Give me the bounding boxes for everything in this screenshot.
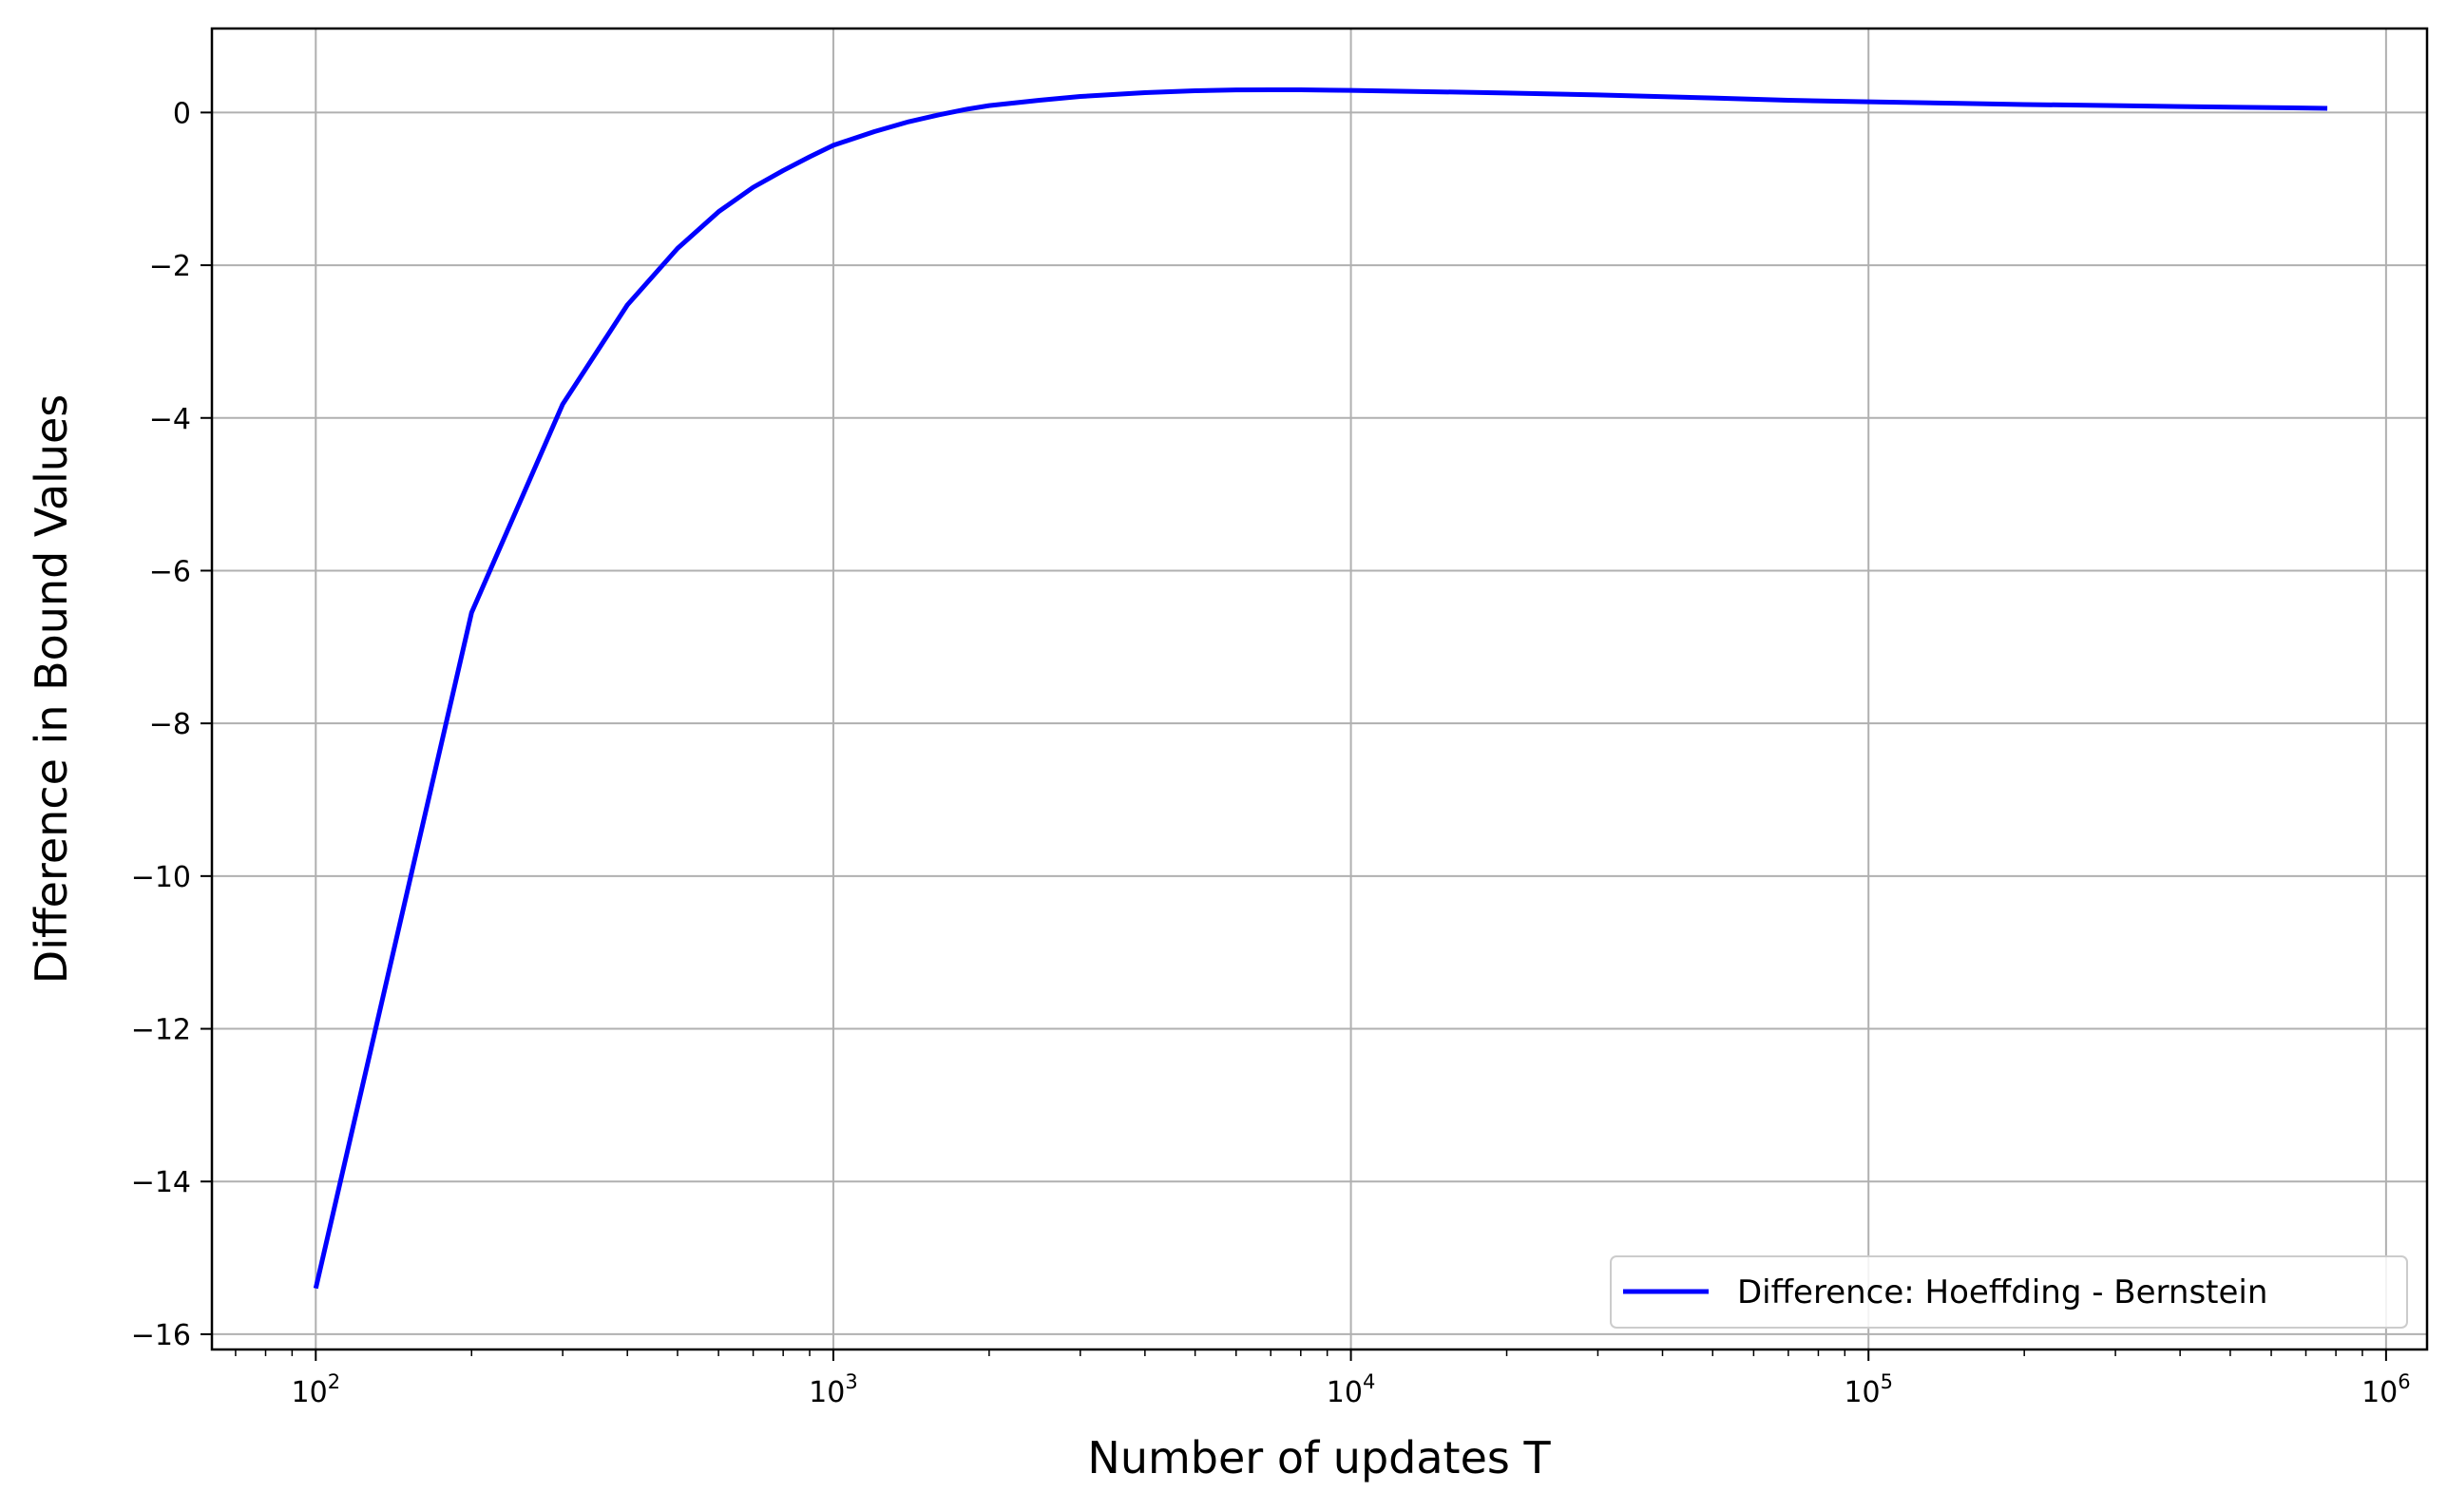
x-tick-exponent: 3 — [845, 1370, 857, 1393]
y-tick-label: −4 — [149, 403, 191, 436]
x-tick-exponent: 4 — [1363, 1370, 1375, 1393]
y-tick-label: −16 — [131, 1319, 191, 1352]
legend-label: Difference: Hoeffding - Bernstein — [1737, 1273, 2267, 1311]
y-tick-label: −12 — [131, 1014, 191, 1047]
series-line-0 — [313, 86, 2328, 1290]
y-tick-label: −8 — [149, 708, 191, 741]
y-tick-label: 0 — [173, 97, 191, 130]
series-layer — [313, 86, 2328, 1290]
x-axis-label: Number of updates T — [1087, 1432, 1551, 1483]
x-tick-label: 103 — [809, 1370, 858, 1409]
grid — [212, 29, 2427, 1349]
x-tick-base: 10 — [1844, 1376, 1880, 1409]
y-tick-label: −6 — [149, 555, 191, 588]
x-tick-base: 10 — [809, 1376, 845, 1409]
y-axis-label: Difference in Bound Values — [26, 394, 77, 984]
x-tick-base: 10 — [1327, 1376, 1363, 1409]
x-tick-exponent: 5 — [1881, 1370, 1893, 1393]
y-tick-label: −2 — [149, 250, 191, 283]
x-tick-label: 106 — [2361, 1370, 2411, 1409]
x-tick-label: 102 — [292, 1370, 341, 1409]
x-tick-exponent: 2 — [328, 1370, 340, 1393]
x-tick-base: 10 — [292, 1376, 328, 1409]
y-tick-label: −10 — [131, 861, 191, 894]
plot-frame — [210, 27, 2429, 1351]
x-tick-label: 105 — [1844, 1370, 1893, 1409]
y-tick-label: −14 — [131, 1166, 191, 1199]
x-tick-base: 10 — [2361, 1376, 2398, 1409]
x-tick-label: 104 — [1327, 1370, 1376, 1409]
x-tick-exponent: 6 — [2398, 1370, 2410, 1393]
legend: Difference: Hoeffding - Bernstein — [1610, 1255, 2408, 1329]
legend-box — [1610, 1255, 2408, 1329]
